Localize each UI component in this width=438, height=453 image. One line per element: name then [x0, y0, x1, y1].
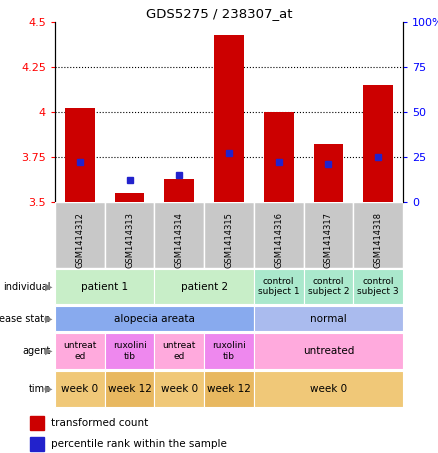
Text: ▶: ▶	[45, 281, 53, 291]
Text: GSM1414315: GSM1414315	[225, 212, 233, 268]
Bar	[363, 85, 393, 202]
Text: agent: agent	[22, 346, 51, 356]
Text: ruxolini
tib: ruxolini tib	[212, 341, 246, 361]
Text: ▶: ▶	[45, 346, 53, 356]
Bar	[55, 306, 254, 331]
Bar	[30, 437, 44, 451]
Bar	[254, 371, 403, 407]
Text: ruxolini
tib: ruxolini tib	[113, 341, 146, 361]
Bar	[304, 202, 353, 268]
Bar	[264, 112, 293, 202]
Bar	[105, 202, 155, 268]
Text: disease state: disease state	[0, 313, 51, 323]
Bar	[155, 269, 254, 304]
Bar	[115, 193, 145, 202]
Bar	[155, 333, 204, 369]
Text: percentile rank within the sample: percentile rank within the sample	[52, 439, 227, 449]
Bar	[314, 145, 343, 202]
Bar	[204, 333, 254, 369]
Text: transformed count: transformed count	[52, 419, 149, 429]
Text: normal: normal	[310, 313, 347, 323]
Bar	[204, 371, 254, 407]
Bar	[55, 371, 105, 407]
Text: GSM1414317: GSM1414317	[324, 212, 333, 268]
Bar	[353, 202, 403, 268]
Text: time: time	[28, 384, 51, 394]
Text: week 12: week 12	[108, 384, 152, 394]
Bar	[254, 202, 304, 268]
Bar	[30, 416, 44, 430]
Bar	[55, 202, 105, 268]
Text: ▶: ▶	[45, 384, 53, 394]
Bar	[105, 333, 155, 369]
Bar	[214, 34, 244, 202]
Text: patient 2: patient 2	[180, 281, 228, 291]
Text: GSM1414316: GSM1414316	[274, 212, 283, 268]
Text: week 0: week 0	[310, 384, 347, 394]
Text: individual: individual	[3, 281, 51, 291]
Text: untreat
ed: untreat ed	[162, 341, 196, 361]
Bar	[155, 371, 204, 407]
Bar	[254, 306, 403, 331]
Text: ▶: ▶	[45, 313, 53, 323]
Text: control
subject 1: control subject 1	[258, 277, 300, 296]
Bar	[254, 333, 403, 369]
Bar	[55, 333, 105, 369]
Text: GSM1414318: GSM1414318	[374, 212, 383, 268]
Text: patient 1: patient 1	[81, 281, 128, 291]
Text: control
subject 3: control subject 3	[357, 277, 399, 296]
Bar	[353, 269, 403, 304]
Bar	[254, 269, 304, 304]
Text: control
subject 2: control subject 2	[307, 277, 349, 296]
Text: untreat
ed: untreat ed	[63, 341, 96, 361]
Bar	[164, 178, 194, 202]
Bar	[65, 108, 95, 202]
Text: alopecia areata: alopecia areata	[114, 313, 195, 323]
Text: GDS5275 / 238307_at: GDS5275 / 238307_at	[146, 8, 292, 20]
Bar	[204, 202, 254, 268]
Bar	[105, 371, 155, 407]
Bar	[55, 269, 155, 304]
Text: week 12: week 12	[207, 384, 251, 394]
Bar	[155, 202, 204, 268]
Text: week 0: week 0	[61, 384, 99, 394]
Text: GSM1414314: GSM1414314	[175, 212, 184, 268]
Text: week 0: week 0	[161, 384, 198, 394]
Text: untreated: untreated	[303, 346, 354, 356]
Text: GSM1414312: GSM1414312	[75, 212, 85, 268]
Bar	[304, 269, 353, 304]
Text: GSM1414313: GSM1414313	[125, 212, 134, 268]
